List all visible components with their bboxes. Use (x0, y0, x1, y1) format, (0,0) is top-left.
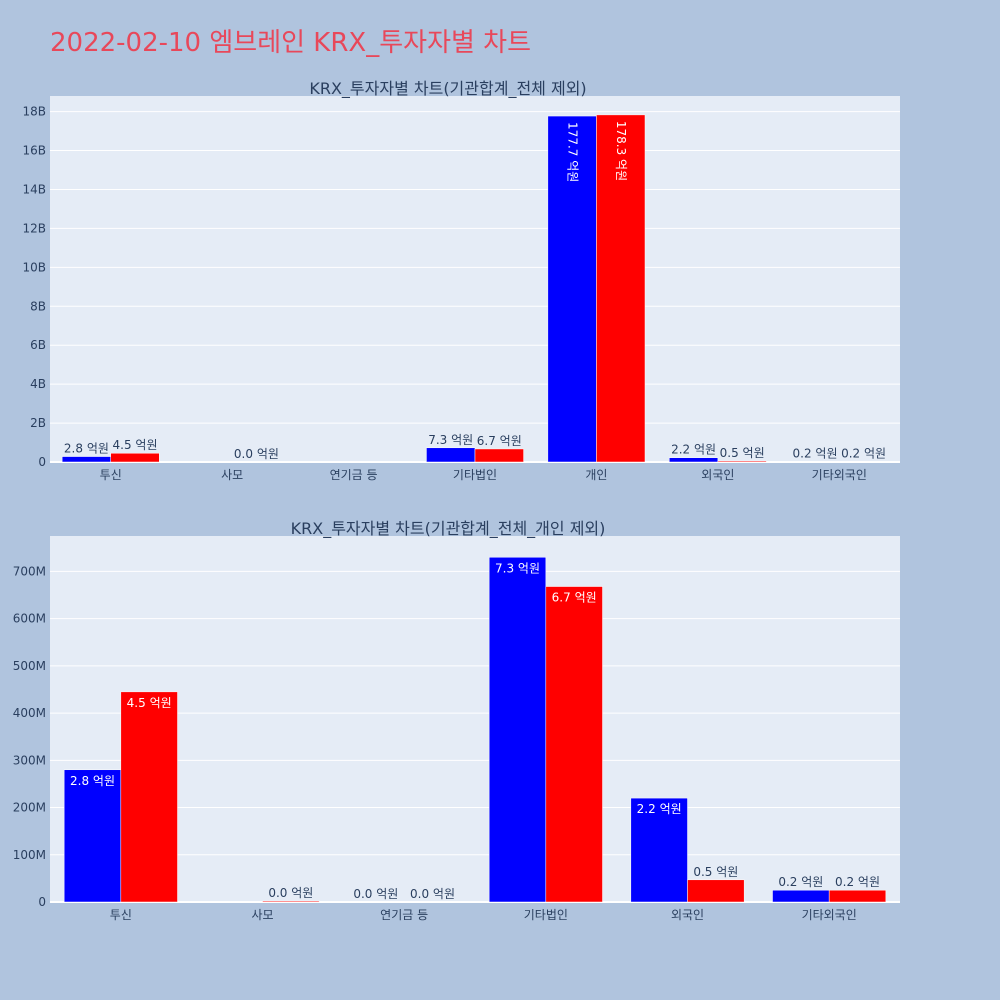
y-tick-label: 10B (22, 260, 46, 274)
x-tick-label: 기타법인 (524, 908, 568, 922)
data-label: 0.0 억원 (410, 887, 455, 901)
bar (687, 879, 745, 903)
x-tick-label: 사모 (221, 468, 243, 482)
bar (120, 691, 178, 903)
data-label: 6.7 억원 (477, 434, 522, 448)
y-tick-label: 100M (13, 848, 46, 862)
data-label: 4.5 억원 (113, 438, 158, 452)
x-tick-label: 투신 (110, 908, 132, 922)
plot-area (50, 96, 900, 462)
data-label: 2.2 억원 (671, 443, 716, 457)
bar (110, 452, 160, 463)
bar (630, 797, 688, 903)
y-tick-label: 400M (13, 706, 46, 720)
data-label: 0.0 억원 (268, 886, 313, 900)
data-label: 6.7 억원 (552, 591, 597, 605)
x-tick-label: 투신 (100, 468, 122, 482)
data-label: 0.2 억원 (793, 447, 838, 461)
data-label: 0.5 억원 (720, 446, 765, 460)
data-label: 2.8 억원 (64, 442, 109, 456)
data-label: 7.3 억원 (428, 433, 473, 447)
y-tick-label: 0 (38, 455, 46, 469)
y-tick-label: 600M (13, 612, 46, 626)
x-tick-label: 사모 (251, 908, 273, 922)
y-tick-label: 700M (13, 564, 46, 578)
y-tick-label: 4B (30, 377, 46, 391)
y-tick-label: 6B (30, 338, 46, 352)
x-tick-label: 기타외국인 (802, 908, 857, 922)
bar (63, 769, 122, 903)
plot-area (50, 536, 900, 902)
y-tick-label: 18B (22, 105, 46, 119)
y-tick-label: 16B (22, 144, 46, 158)
bar (547, 115, 597, 463)
bar (545, 586, 603, 903)
data-label: 2.8 억원 (70, 774, 115, 788)
y-tick-label: 0 (38, 895, 46, 909)
data-label: 4.5 억원 (127, 696, 172, 710)
data-label: 7.3 억원 (495, 561, 540, 575)
y-tick-label: 300M (13, 753, 46, 767)
bar (426, 447, 476, 463)
bar (717, 460, 767, 463)
bar (474, 448, 524, 463)
data-label: 0.5 억원 (693, 865, 738, 879)
bar (669, 457, 719, 463)
y-tick-label: 200M (13, 801, 46, 815)
bar (488, 557, 547, 903)
bar (596, 114, 646, 463)
data-label: 2.2 억원 (637, 802, 682, 816)
x-tick-label: 외국인 (701, 468, 734, 482)
y-tick-label: 14B (22, 182, 46, 196)
chart-title: KRX_투자자별 차트(기관합계_전체 제외) (309, 79, 586, 99)
page-title: 2022-02-10 엠브레인 KRX_투자자별 차트 (50, 28, 532, 58)
data-label: 177.7 억원 (566, 122, 580, 182)
y-tick-label: 8B (30, 299, 46, 313)
y-tick-label: 2B (30, 416, 46, 430)
data-label: 0.2 억원 (778, 875, 823, 889)
data-label: 0.0 억원 (353, 887, 398, 901)
x-tick-label: 기타외국인 (812, 468, 867, 482)
bar (772, 889, 830, 903)
x-tick-label: 연기금 등 (330, 468, 378, 482)
data-label: 0.0 억원 (234, 447, 279, 461)
bar (262, 900, 320, 903)
y-tick-label: 500M (13, 659, 46, 673)
chart-top: KRX_투자자별 차트(기관합계_전체 제외) 0 2B 4B 6B 8B 10B 12B 14… (22, 79, 900, 482)
chart-title: KRX_투자자별 차트(기관합계_전체_개인 제외) (291, 519, 606, 539)
y-tick-label: 12B (22, 221, 46, 235)
x-tick-label: 기타법인 (453, 468, 497, 482)
chart-bottom: KRX_투자자별 차트(기관합계_전체_개인 제외) 0 100M 200M 300M 4… (13, 519, 900, 922)
data-label: 0.2 억원 (835, 875, 880, 889)
bar (828, 889, 887, 903)
bar (61, 456, 111, 463)
data-label: 178.3 억원 (614, 121, 628, 181)
data-label: 0.2 억원 (841, 447, 886, 461)
x-tick-label: 외국인 (671, 908, 704, 922)
x-tick-label: 개인 (585, 468, 607, 482)
x-tick-label: 연기금 등 (380, 908, 428, 922)
